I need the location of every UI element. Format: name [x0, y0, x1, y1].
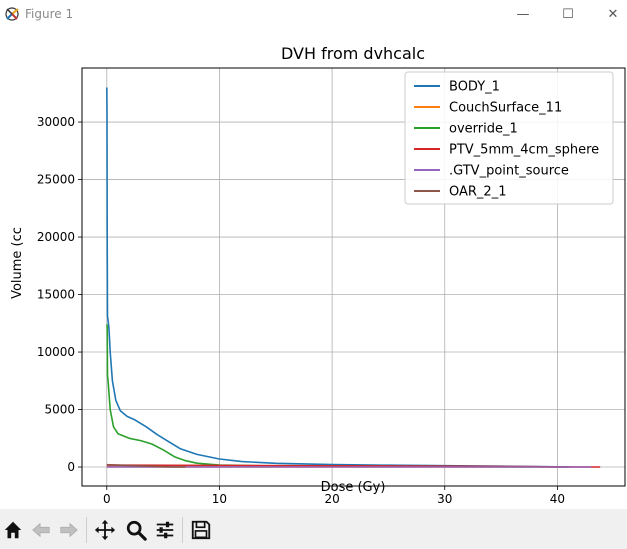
- minimize-button[interactable]: —: [516, 6, 530, 22]
- x-axis-label: Dose (Gy): [321, 480, 386, 495]
- y-tick-label: 30000: [37, 115, 75, 129]
- legend-label: override_1: [449, 122, 518, 137]
- window-titlebar: Figure 1 — ☐ ✕: [0, 0, 627, 28]
- legend: BODY_1 CouchSurface_11 override_1 PTV_5mm_4…: [404, 71, 614, 205]
- y-tick-label: 15000: [37, 288, 75, 302]
- maximize-button[interactable]: ☐: [562, 6, 574, 22]
- pan-icon: [94, 519, 116, 541]
- plot-frame: [81, 67, 626, 487]
- window-title: Figure 1: [25, 7, 74, 21]
- x-tick-label: 0: [103, 492, 111, 506]
- y-tick-label: 10000: [37, 345, 75, 359]
- series-layer: [106, 87, 601, 468]
- series-line-oar-2-1: [106, 463, 186, 468]
- legend-label: .GTV_point_source: [449, 164, 569, 179]
- save-button[interactable]: [189, 518, 213, 542]
- legend-label: PTV_5mm_4cm_sphere: [449, 143, 599, 158]
- pan-button[interactable]: [93, 518, 117, 542]
- legend-label: OAR_2_1: [449, 185, 506, 200]
- zoom-icon: [126, 520, 147, 541]
- x-tick-label: 10: [212, 492, 227, 506]
- configure-subplots-icon: [156, 521, 174, 539]
- legend-box: [404, 71, 614, 205]
- toolbar-separator: [182, 517, 183, 543]
- dvh-chart: DVH from dvhcalc 0 10 20 30 40 0 5000 10000 1500…: [10, 44, 626, 506]
- configure-subplots-button[interactable]: [153, 518, 177, 542]
- close-button[interactable]: ✕: [607, 6, 619, 22]
- chart-title: DVH from dvhcalc: [281, 44, 425, 63]
- legend-label: BODY_1: [449, 80, 500, 95]
- x-tick-label: 40: [550, 492, 565, 506]
- legend-label: CouchSurface_11: [449, 101, 562, 116]
- toolbar-separator: [86, 517, 87, 543]
- navigation-toolbar: [0, 509, 627, 549]
- save-icon: [191, 520, 211, 540]
- y-tick-label: 20000: [37, 230, 75, 244]
- y-tick-label: 25000: [37, 173, 75, 187]
- x-tick-label: 20: [324, 492, 339, 506]
- figure-canvas[interactable]: DVH from dvhcalc 0 10 20 30 40 0 5000 10000 1500…: [0, 28, 627, 509]
- forward-arrow-icon: [60, 522, 78, 538]
- app-icon: [5, 7, 19, 21]
- x-tick-label: 30: [437, 492, 452, 506]
- ticks: 0 10 20 30 40 0 5000 10000 15000 20000 25000 30000: [37, 115, 565, 506]
- home-icon: [4, 521, 22, 539]
- forward-button[interactable]: [57, 518, 81, 542]
- back-arrow-icon: [32, 522, 50, 538]
- back-button[interactable]: [29, 518, 53, 542]
- zoom-button[interactable]: [124, 518, 148, 542]
- home-button[interactable]: [1, 518, 25, 542]
- y-tick-label: 0: [67, 460, 75, 474]
- y-axis-label: Volume (cc: [10, 227, 25, 299]
- y-tick-label: 5000: [44, 403, 75, 417]
